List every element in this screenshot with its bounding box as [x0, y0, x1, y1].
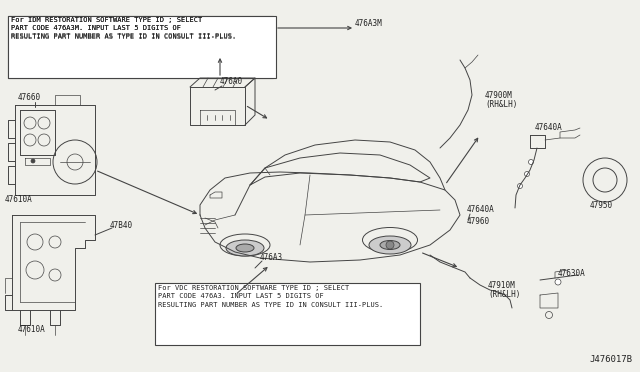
Circle shape — [31, 159, 35, 163]
Ellipse shape — [369, 236, 411, 254]
Text: 47950: 47950 — [590, 201, 613, 209]
Text: For IDM RESTORATION SOFTWARE TYPE ID ; SELECT
PART CODE 476A3M. INPUT LAST 5 DIG: For IDM RESTORATION SOFTWARE TYPE ID ; S… — [11, 17, 236, 39]
Text: 47640A: 47640A — [467, 205, 495, 215]
Ellipse shape — [236, 244, 254, 252]
Text: (RH&LH): (RH&LH) — [488, 289, 520, 298]
Text: 47900M: 47900M — [485, 90, 513, 99]
Ellipse shape — [380, 241, 400, 250]
Circle shape — [529, 160, 534, 164]
Circle shape — [525, 171, 529, 176]
Ellipse shape — [226, 240, 264, 256]
Text: 47610A: 47610A — [5, 196, 33, 205]
FancyBboxPatch shape — [155, 283, 420, 345]
Text: (RH&LH): (RH&LH) — [485, 99, 517, 109]
Text: 476A3: 476A3 — [260, 253, 283, 263]
Text: 47660: 47660 — [18, 93, 41, 102]
Text: For IDM RESTORATION SOFTWARE TYPE ID ; SELECT
PART CODE 476A3M. INPUT LAST 5 DIG: For IDM RESTORATION SOFTWARE TYPE ID ; S… — [11, 17, 236, 40]
Text: For VDC RESTORATION SOFTWARE TYPE ID ; SELECT
PART CODE 476A3. INPUT LAST 5 DIGI: For VDC RESTORATION SOFTWARE TYPE ID ; S… — [158, 285, 383, 308]
Circle shape — [386, 241, 394, 249]
Circle shape — [518, 183, 522, 189]
Text: 47910M: 47910M — [488, 280, 516, 289]
Text: 47640A: 47640A — [535, 124, 563, 132]
FancyBboxPatch shape — [8, 16, 273, 78]
Text: 476A0: 476A0 — [220, 77, 243, 87]
FancyBboxPatch shape — [8, 16, 276, 78]
Text: 476A3M: 476A3M — [355, 19, 383, 28]
Text: 47630A: 47630A — [558, 269, 586, 278]
Text: 47960: 47960 — [467, 218, 490, 227]
Text: J476017B: J476017B — [589, 355, 632, 364]
Circle shape — [555, 279, 561, 285]
Text: 47B40: 47B40 — [110, 221, 133, 230]
Text: 47610A: 47610A — [18, 326, 45, 334]
